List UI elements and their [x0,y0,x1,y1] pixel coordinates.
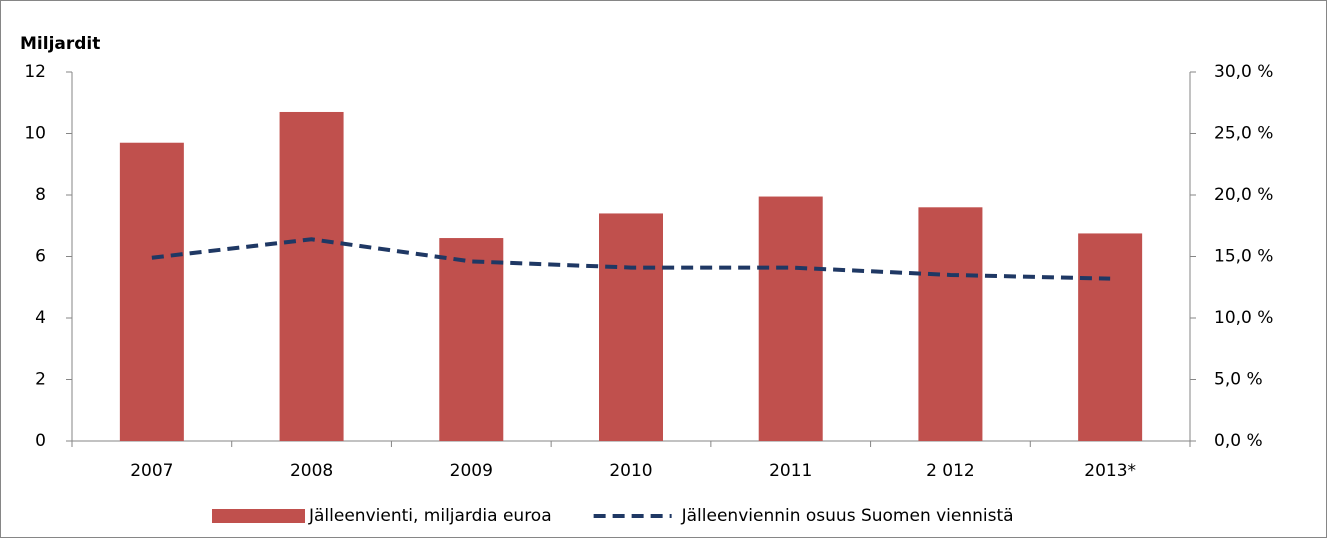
y2-tick-label: 0,0 % [1214,431,1263,451]
legend-label: Jälleenvienti, miljardia euroa [308,506,552,526]
y2-tick-label: 25,0 % [1214,124,1273,144]
y2-tick-label: 30,0 % [1214,62,1273,82]
y2-tick-label: 10,0 % [1214,308,1273,328]
bar [279,111,344,441]
bar [599,213,663,441]
x-tick-label: 2009 [450,461,493,481]
x-tick-label: 2 012 [926,461,975,481]
y-tick-label: 0 [35,431,46,451]
legend-label: Jälleenviennin osuus Suomen viennistä [681,506,1014,526]
x-tick-label: 2011 [769,461,812,481]
y2-tick-label: 15,0 % [1214,247,1273,267]
y-axis-label: Miljardit [20,34,100,54]
bar [758,196,823,441]
y-tick-label: 6 [35,247,46,267]
bar [1078,233,1143,441]
y2-tick-label: 20,0 % [1214,185,1273,205]
x-tick-label: 2013* [1084,461,1136,481]
line [151,237,1111,281]
y2-tick-label: 5,0 % [1214,370,1263,390]
legend-swatch [212,509,305,523]
y-tick-label: 2 [35,370,46,390]
y-tick-label: 8 [35,185,46,205]
bar [918,207,983,441]
bar [439,238,504,441]
y-tick-label: 10 [24,124,46,144]
bar [119,142,184,441]
x-tick-label: 2007 [130,461,173,481]
x-tick-label: 2010 [609,461,652,481]
y-tick-label: 4 [35,308,46,328]
x-tick-label: 2008 [290,461,333,481]
y-tick-label: 12 [24,62,46,82]
